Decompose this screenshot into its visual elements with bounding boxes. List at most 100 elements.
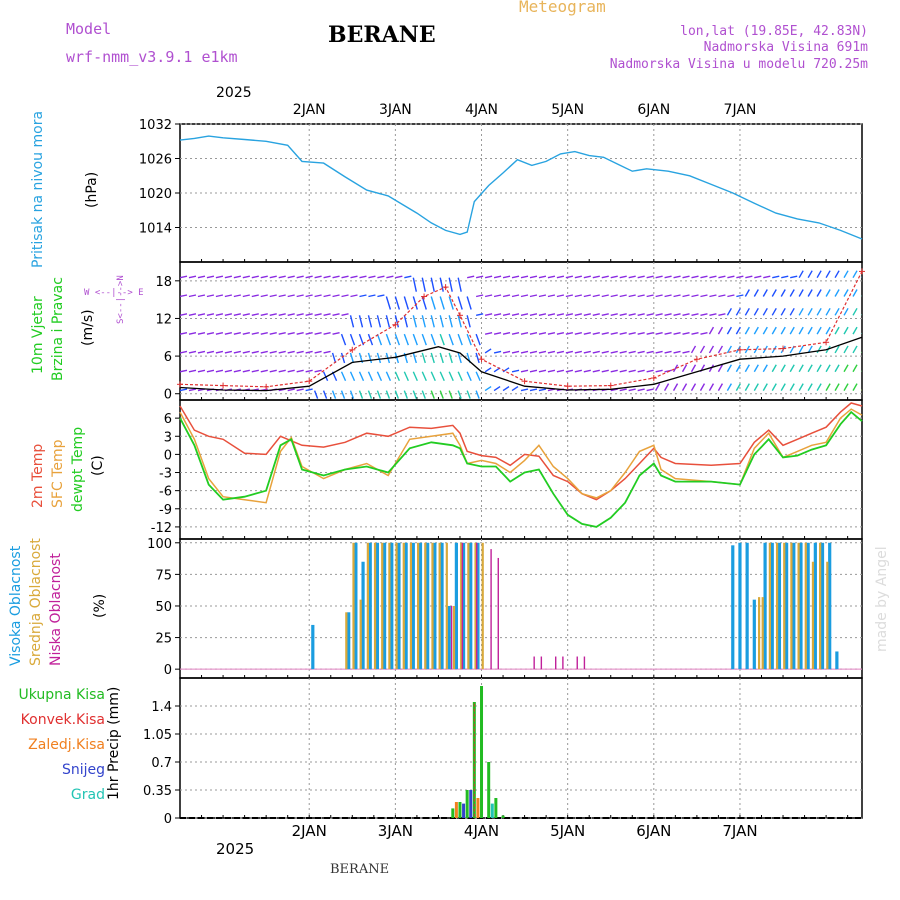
wind-arrow [341,275,349,279]
wind-arrow [430,315,435,328]
wind-arrow [314,275,322,279]
wind-arrow [314,313,322,317]
wind-arrow [843,289,849,297]
wind-arrow [583,294,591,298]
wind-arrow [421,390,426,399]
wind-arrow [376,371,383,382]
wind-arrow [467,275,475,279]
wind-arrow [251,294,259,298]
wind-arrow [690,345,697,354]
cloud-mid-bar [768,542,771,670]
wind-arrow [664,331,672,335]
wind-arrow [816,383,822,391]
wind-arrow [735,307,741,316]
wind-arrow [843,364,849,373]
wind-arrow [233,331,241,335]
wind-arrow [556,313,565,317]
precip-total-bar [451,808,455,818]
wind-arrow [646,313,654,317]
wind-arrow [610,313,618,317]
wind-arrow [664,313,672,317]
precip-legend-graupel: Grad [70,787,105,803]
wind-arrow [224,313,233,317]
wind-arrow [691,313,699,317]
wind-arrow [529,294,538,298]
wind-arrow [789,289,795,297]
wind-arrow [601,313,609,317]
wind-arrow [403,315,409,328]
wind-arrow [646,369,654,373]
cloud-high-bar [447,605,451,670]
wind-arrow [493,294,502,298]
wind-arrow [251,313,259,317]
wind-arrow [206,313,215,317]
wind-arrow [215,294,224,298]
wind-arrow [807,383,813,391]
wind-arrow [439,296,445,310]
wind-arrow [727,294,735,298]
wind-arrow [744,289,750,297]
wind-arrow [430,390,435,399]
wind-compass-we: W <--|--> E [84,288,144,298]
wind-arrow [386,275,394,279]
wind-arrow [646,331,654,335]
wind-arrow [735,364,741,373]
cloud-mid-bar [366,542,369,670]
wind-arrow [349,315,355,328]
wind-arrow [592,331,600,335]
wind-arrow [762,326,768,335]
wind-arrow [412,277,418,292]
wind-arrow [726,307,733,316]
wind-arrow [251,350,259,354]
wind-ytick-label: 12 [155,312,172,327]
wind-arrow [529,331,538,335]
cloud-mid-bar [452,605,456,670]
wind-arrow [242,275,250,279]
wind-arrow [601,369,609,373]
cloud-low-bar [533,656,535,670]
wind-arrow [197,313,206,317]
wind-arrow [565,369,574,373]
wind-arrow [475,294,484,298]
wind-arrow [359,294,367,298]
cloud-mid-bar [474,542,477,670]
temperature-ytick-label: -3 [159,467,172,482]
wind-arrow [843,307,849,316]
wind-arrow [251,275,259,279]
wind-arrow [807,326,813,335]
wind-arrow [825,307,831,316]
wind-arrow [305,313,313,317]
wind-arrow [385,371,392,382]
wind-arrow [484,275,493,279]
cloud-high-bar [454,542,458,670]
wind-arrow [664,275,672,279]
cloud-mid-bar [790,542,793,670]
wind-arrow [197,331,206,335]
wind-arrow [305,369,313,373]
wind-arrow [843,326,849,335]
wind-arrow [538,331,547,335]
wind-arrow [682,275,690,279]
wind-arrow [807,289,813,297]
cloud-low-bar [450,605,453,670]
wind-arrow [296,350,304,354]
wind-arrow [224,369,233,373]
wind-arrow [287,275,295,279]
wind-arrow [448,315,453,328]
cloud-high-bar [799,542,803,670]
wind-arrow [332,275,340,279]
wind-arrow [762,364,768,373]
wind-arrow [691,294,699,298]
pressure-ytick-label: 1020 [139,187,172,202]
wind-arrow [583,275,591,279]
cloud-high-bar [792,542,796,670]
cloud-mid-bar [359,599,362,670]
wind-arrow [690,383,697,391]
wind-arrow [771,345,777,354]
wind-arrow [251,331,259,335]
wind-arrow [672,383,679,391]
wind-arrow [852,270,858,279]
wind-arrow [394,315,400,328]
precipitation-frame [179,677,863,819]
